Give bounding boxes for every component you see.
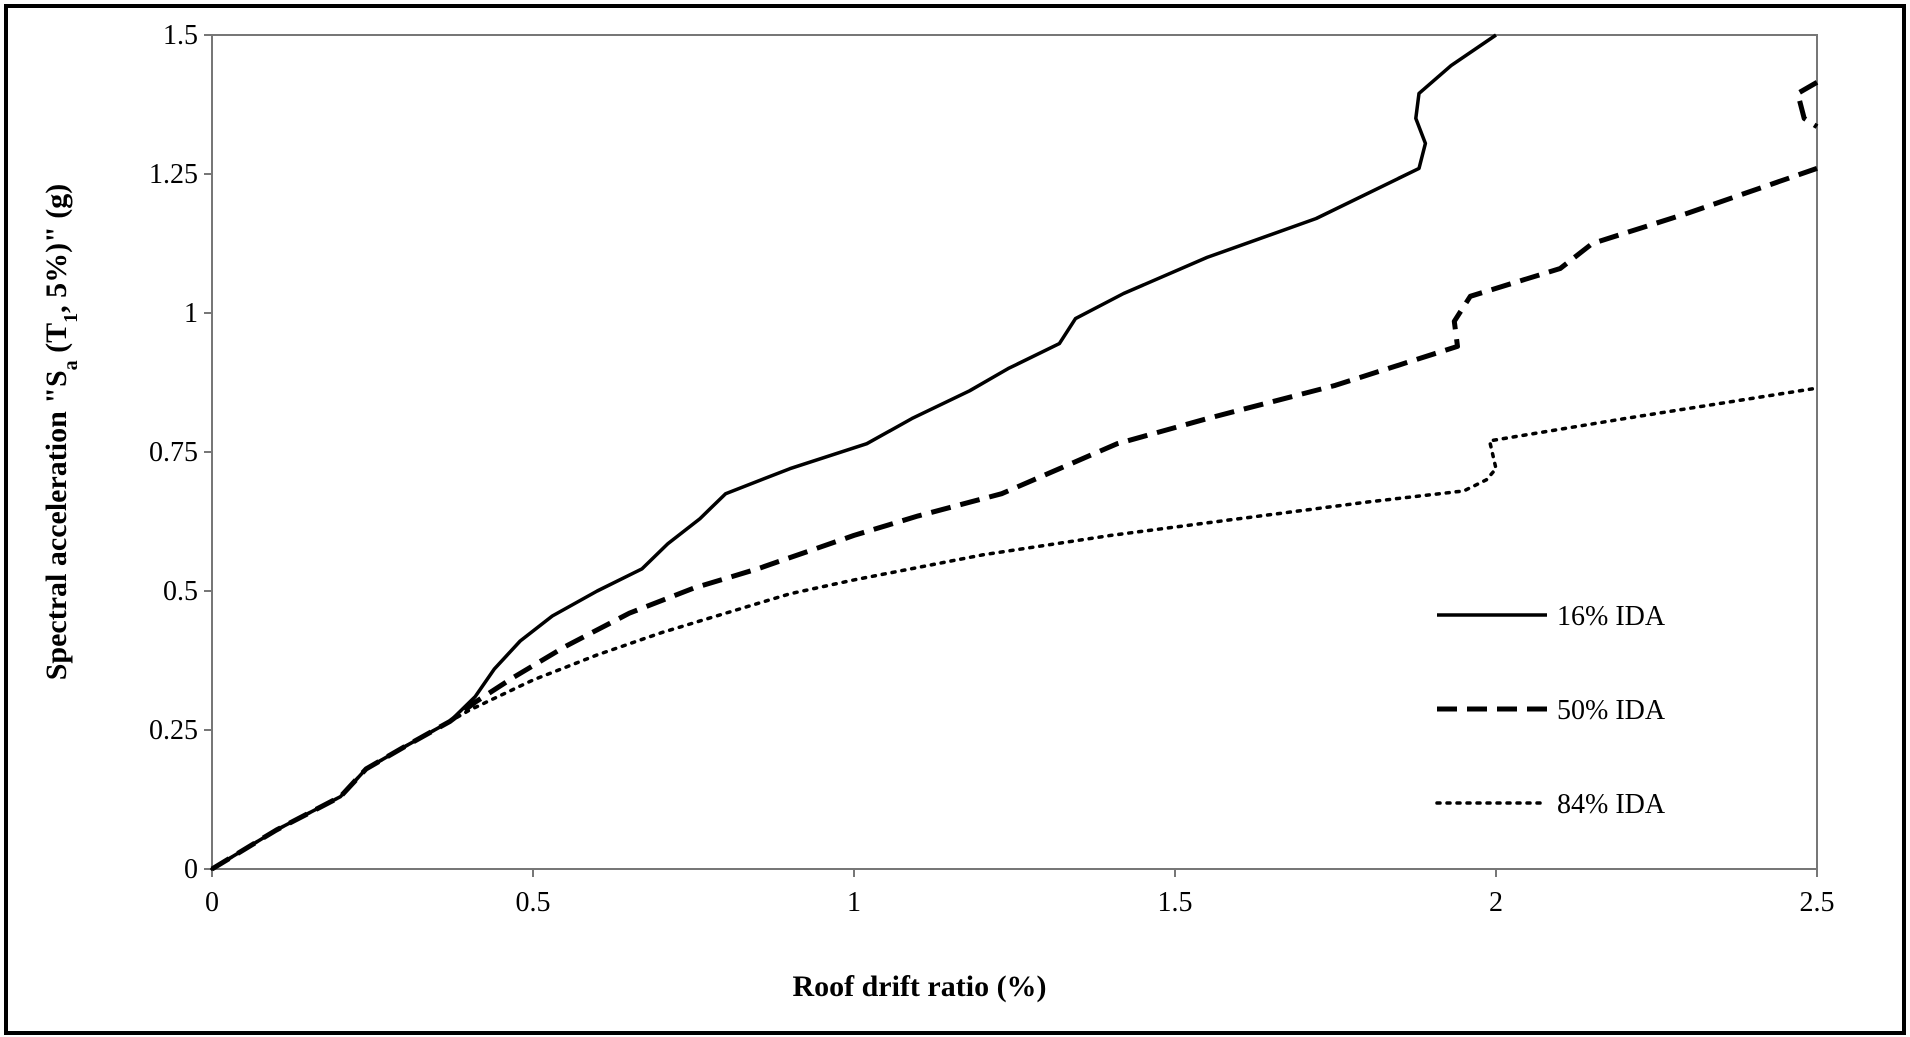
y-tick-label: 0 (184, 854, 198, 885)
y-tick-label: 1 (184, 298, 198, 329)
y-tick-label: 0.75 (149, 437, 198, 468)
y-tick-label: 1.5 (163, 20, 198, 51)
series-line-dashed (210, 166, 1818, 872)
y-title-sub-a: a (60, 360, 82, 370)
legend-label: 84% IDA (1557, 789, 1666, 820)
legend-label: 50% IDA (1557, 695, 1666, 726)
x-tick-label: 1.5 (1158, 887, 1193, 918)
x-tick-label: 2.5 (1800, 887, 1835, 918)
x-axis-title: Roof drift ratio (%) (792, 970, 1046, 1003)
y-axis-title: Spectral acceleration "Sa (T1, 5%)" (g) (40, 184, 82, 681)
series-layer (210, 33, 1819, 872)
y-tick-label: 0.5 (163, 576, 198, 607)
plot-area (211, 34, 1818, 870)
series-line-dashed (1795, 80, 1819, 129)
x-tick-label: 0 (205, 887, 219, 918)
x-tick-label: 1 (847, 887, 861, 918)
y-title-prefix: Spectral acceleration "S (40, 370, 73, 680)
y-axis: 0 0.25 0.5 0.75 1 1.25 1.5 (149, 20, 212, 885)
y-title-sub-1: 1 (60, 313, 82, 323)
legend: 16% IDA 50% IDA 84% IDA (1435, 601, 1666, 820)
plot-border (211, 34, 1818, 870)
chart-frame (4, 4, 1906, 1035)
y-title-mid: (T (40, 323, 73, 361)
y-title-suffix: , 5%)" (g) (40, 184, 73, 313)
x-axis: 0 0.5 1 1.5 2 2.5 (205, 869, 1835, 918)
x-tick-label: 0.5 (516, 887, 551, 918)
y-tick-label: 1.25 (149, 159, 198, 190)
x-tick-label: 2 (1489, 887, 1503, 918)
series-line-solid (211, 33, 1497, 871)
legend-label: 16% IDA (1557, 601, 1666, 632)
y-tick-label: 0.25 (149, 715, 198, 746)
